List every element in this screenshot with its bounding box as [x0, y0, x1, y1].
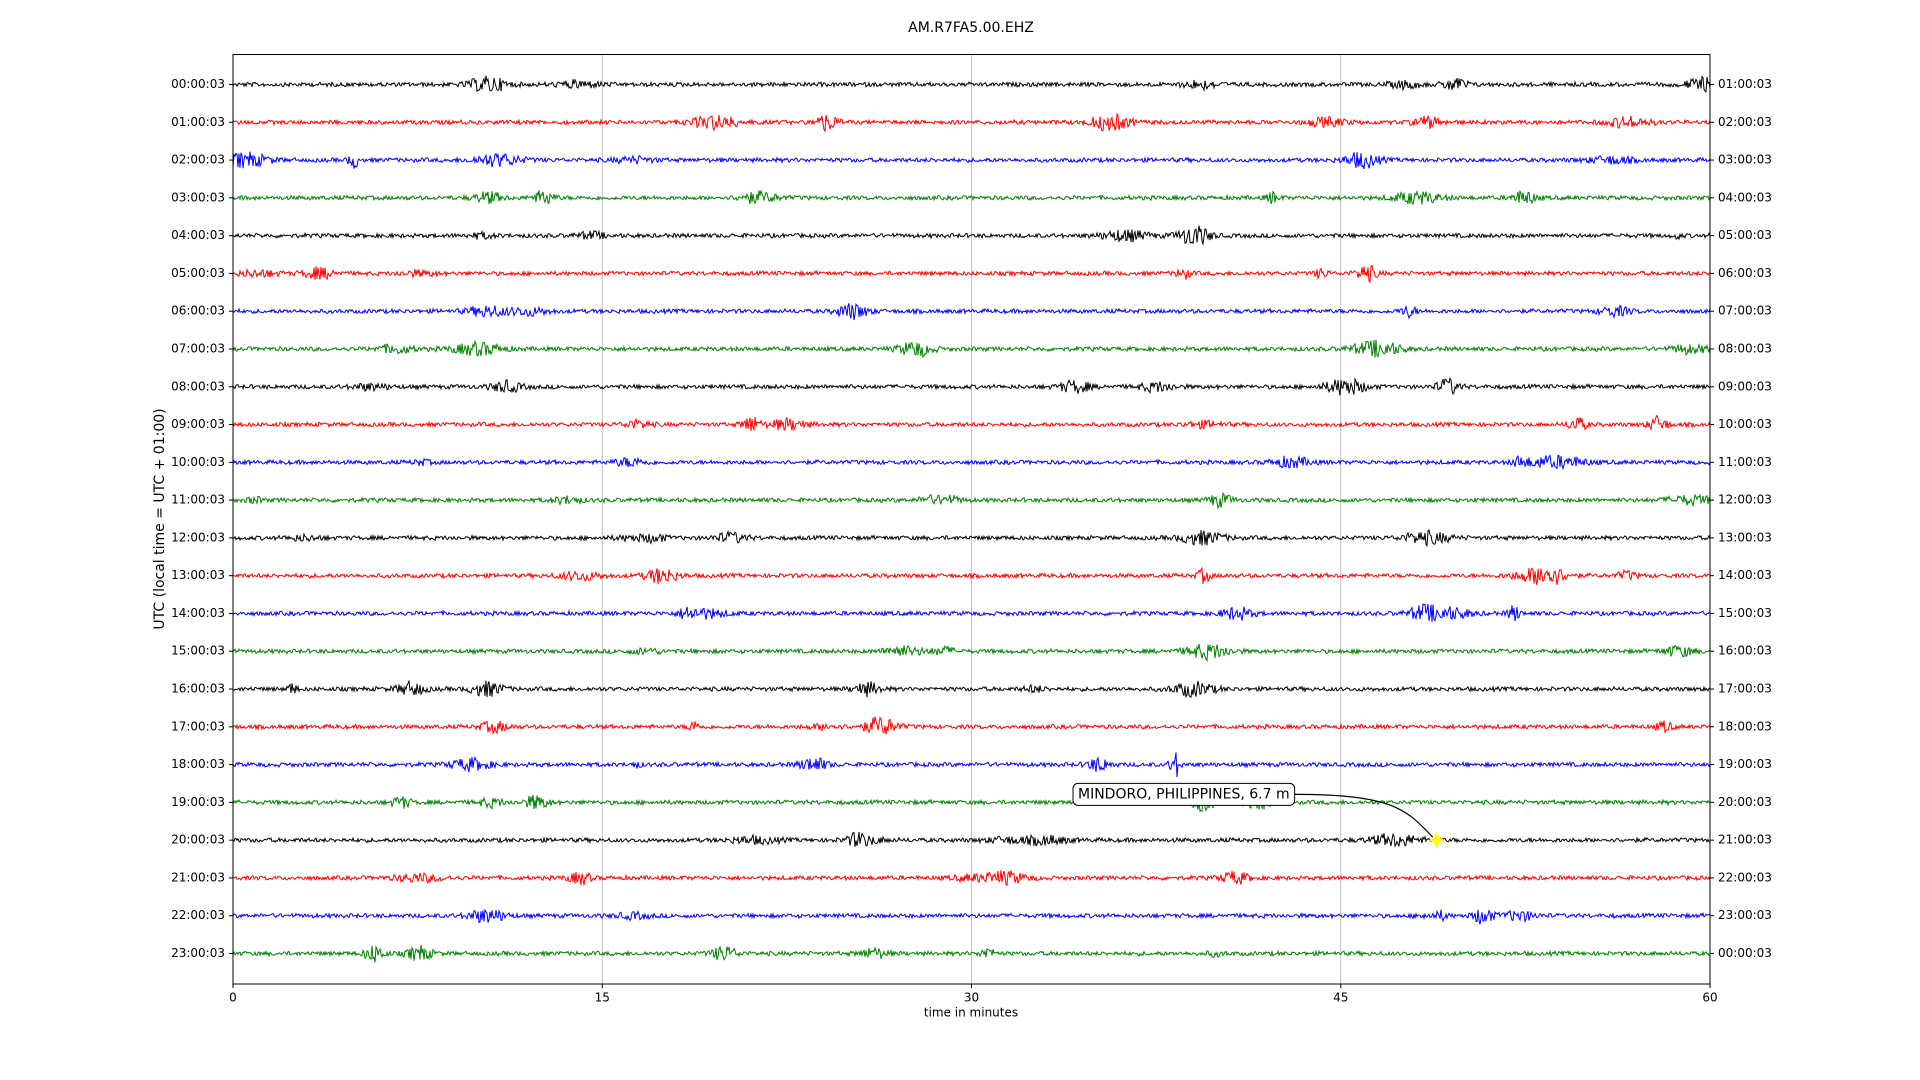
y2-tick-label: 04:00:03 [1718, 190, 1772, 204]
trace [232, 794, 1711, 813]
y2-tick-label: 16:00:03 [1718, 644, 1772, 658]
x-tick-label: 0 [229, 991, 237, 1005]
y2-tick-label: 23:00:03 [1718, 908, 1772, 922]
y-tick-label: 14:00:03 [171, 606, 225, 620]
y2-tick-label: 10:00:03 [1718, 417, 1772, 431]
trace [232, 225, 1711, 246]
event-marker [1428, 831, 1446, 849]
trace [232, 566, 1711, 586]
trace [232, 454, 1711, 471]
trace [232, 491, 1711, 510]
y-tick-label: 06:00:03 [171, 304, 225, 318]
trace [232, 528, 1711, 548]
trace [232, 302, 1711, 321]
y-tick-label: 03:00:03 [171, 190, 225, 204]
y2-tick-label: 07:00:03 [1718, 304, 1772, 318]
y-tick-label: 05:00:03 [171, 266, 225, 280]
y-tick-label: 23:00:03 [171, 946, 225, 960]
y2-tick-label: 14:00:03 [1718, 568, 1772, 582]
trace [232, 151, 1711, 170]
x-tick-label: 60 [1702, 991, 1717, 1005]
y-tick-label: 16:00:03 [171, 682, 225, 696]
y2-tick-label: 06:00:03 [1718, 266, 1772, 280]
y2-tick-label: 09:00:03 [1718, 379, 1772, 393]
trace [232, 264, 1710, 284]
trace [232, 75, 1711, 93]
y2-tick-label: 08:00:03 [1718, 341, 1772, 355]
y2-tick-label: 19:00:03 [1718, 757, 1772, 771]
y-tick-label: 01:00:03 [171, 115, 225, 129]
x-tick-label: 45 [1333, 991, 1348, 1005]
y-tick-label: 09:00:03 [171, 417, 225, 431]
trace [232, 339, 1711, 358]
trace [232, 644, 1711, 662]
trace [232, 752, 1711, 778]
chart-title: AM.R7FA5.00.EHZ [908, 20, 1034, 36]
trace [232, 189, 1711, 206]
y2-tick-label: 03:00:03 [1718, 153, 1772, 167]
y-tick-label: 04:00:03 [171, 228, 225, 242]
x-axis-label: time in minutes [924, 1006, 1018, 1020]
y2-tick-label: 22:00:03 [1718, 870, 1772, 884]
y-tick-label: 00:00:03 [171, 77, 225, 91]
trace [232, 944, 1711, 963]
trace [232, 870, 1711, 887]
y2-tick-label: 21:00:03 [1718, 833, 1772, 847]
y2-tick-label: 12:00:03 [1718, 493, 1772, 507]
traces [232, 75, 1711, 963]
y-tick-label: 15:00:03 [171, 644, 225, 658]
y-tick-label: 22:00:03 [171, 908, 225, 922]
y-tick-label: 11:00:03 [171, 493, 225, 507]
y-tick-label: 10:00:03 [171, 455, 225, 469]
y2-tick-label: 13:00:03 [1718, 530, 1772, 544]
event-arrow [1294, 793, 1434, 838]
y2-tick-label: 20:00:03 [1718, 795, 1772, 809]
y2-tick-label: 00:00:03 [1718, 946, 1772, 960]
event-label: MINDORO, PHILIPPINES, 6.7 m [1078, 786, 1290, 802]
trace [232, 112, 1711, 133]
y-tick-label: 17:00:03 [171, 719, 225, 733]
trace [232, 377, 1711, 396]
y2-tick-label: 18:00:03 [1718, 719, 1772, 733]
y-tick-label: 21:00:03 [171, 870, 225, 884]
x-tick-label: 15 [595, 991, 610, 1005]
y-tick-label: 13:00:03 [171, 568, 225, 582]
y-axis-label: UTC (local time = UTC + 01:00) [152, 408, 168, 629]
y2-tick-label: 02:00:03 [1718, 115, 1772, 129]
y2-tick-label: 05:00:03 [1718, 228, 1772, 242]
trace [232, 831, 1711, 848]
y-tick-label: 18:00:03 [171, 757, 225, 771]
trace [232, 680, 1711, 699]
y-tick-label: 12:00:03 [171, 530, 225, 544]
y-tick-label: 07:00:03 [171, 341, 225, 355]
trace [232, 908, 1711, 925]
trace [232, 414, 1711, 432]
overlay: 0 15 30 45 60 00:00:03 01:00:03 01:00:03 02:00:0… [171, 77, 1772, 1005]
y-tick-label: 02:00:03 [171, 153, 225, 167]
y2-tick-label: 15:00:03 [1718, 606, 1772, 620]
y2-tick-label: 11:00:03 [1718, 455, 1772, 469]
trace [232, 716, 1711, 735]
y2-tick-label: 01:00:03 [1718, 77, 1772, 91]
x-tick-label: 30 [964, 991, 979, 1005]
y-tick-label: 19:00:03 [171, 795, 225, 809]
trace [232, 603, 1711, 622]
y-tick-label: 08:00:03 [171, 379, 225, 393]
y-tick-label: 20:00:03 [171, 833, 225, 847]
y2-tick-label: 17:00:03 [1718, 682, 1772, 696]
